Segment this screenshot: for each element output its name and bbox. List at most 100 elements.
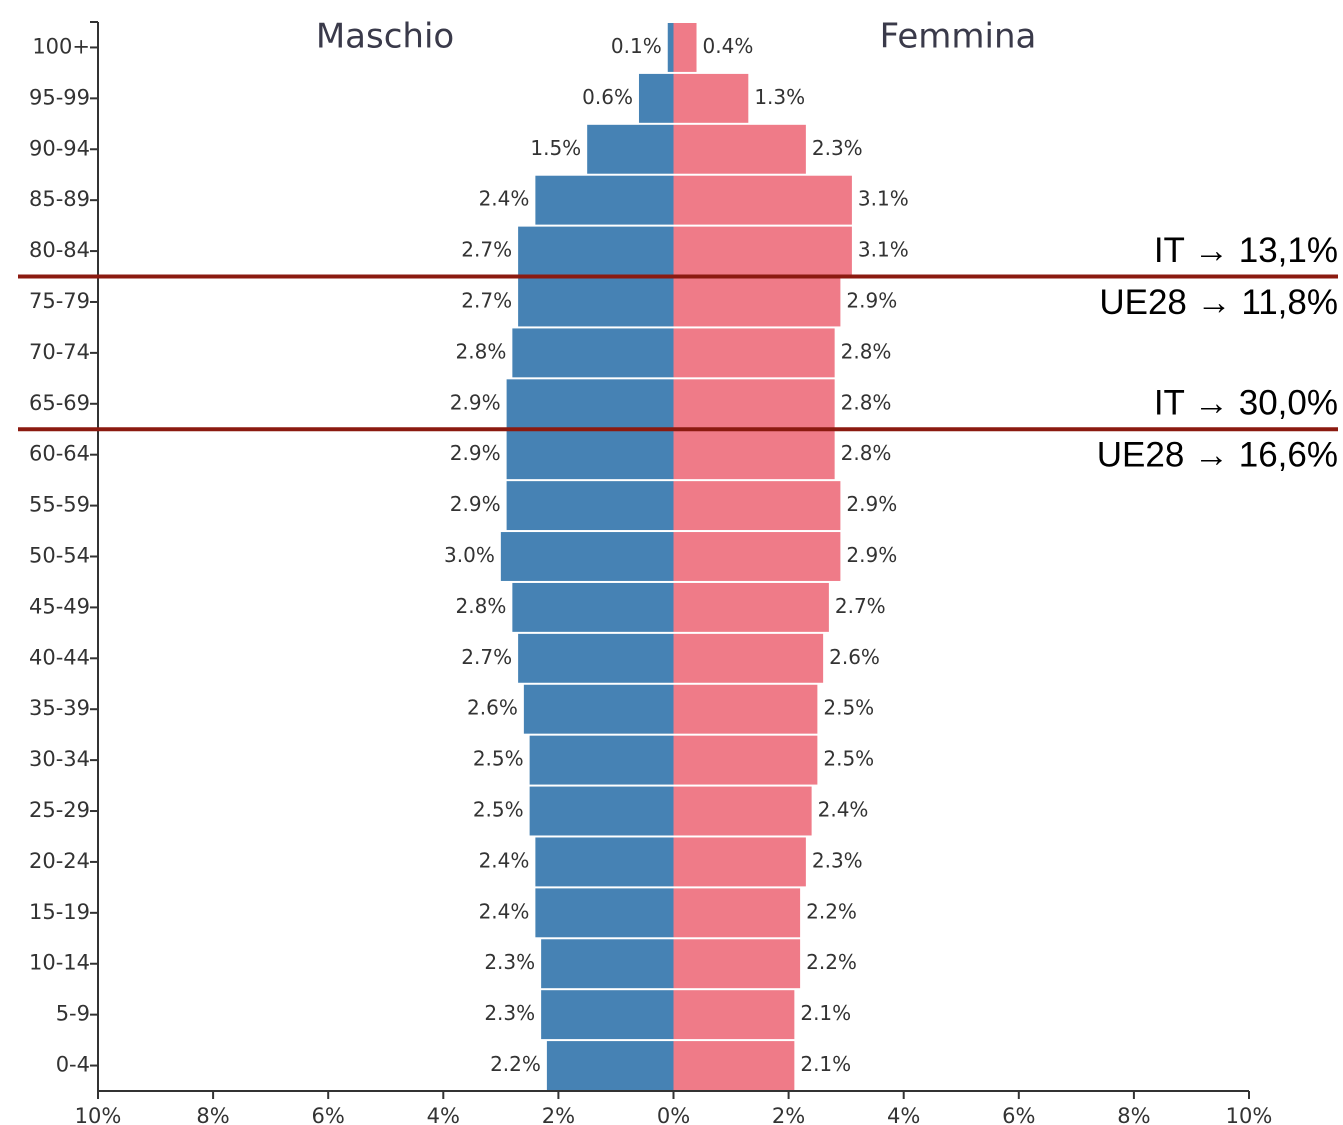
series-title: Femmina <box>880 17 1037 57</box>
bar <box>518 226 674 276</box>
value-label: 1.5% <box>530 136 581 160</box>
bar <box>512 328 674 378</box>
value-label: 2.9% <box>450 492 501 516</box>
value-label: 2.2% <box>806 899 857 923</box>
bar <box>535 175 674 225</box>
bar <box>541 939 674 989</box>
bar <box>673 939 801 989</box>
y-tick-label: 90-94 <box>29 136 90 160</box>
value-label: 2.9% <box>846 543 897 567</box>
annotation: IT → 13,1% <box>1154 231 1338 270</box>
x-tick-label: 4% <box>427 1104 460 1125</box>
bar <box>673 277 841 327</box>
value-label: 3.0% <box>444 543 495 567</box>
bar <box>673 23 697 72</box>
y-tick-label: 30-34 <box>29 747 90 771</box>
bar <box>673 175 852 225</box>
y-tick-label: 25-29 <box>29 798 90 822</box>
value-label: 2.9% <box>450 390 501 414</box>
value-label: 2.8% <box>456 339 507 363</box>
value-label: 2.5% <box>823 747 874 771</box>
annotation: IT → 30,0% <box>1154 383 1338 422</box>
bar <box>587 124 674 174</box>
bar <box>506 481 674 531</box>
y-tick-label: 55-59 <box>29 493 90 517</box>
x-tick-label: 10% <box>75 1104 122 1125</box>
bar <box>500 532 674 581</box>
bar <box>506 379 674 429</box>
bar <box>673 1041 795 1090</box>
x-tick-label: 2% <box>772 1104 805 1125</box>
x-tick-label: 0% <box>657 1104 690 1125</box>
bar <box>673 532 841 581</box>
bar <box>673 990 795 1040</box>
y-tick-label: 85-89 <box>29 187 90 211</box>
y-tick-label: 10-14 <box>29 951 90 975</box>
bar <box>673 226 852 276</box>
value-label: 2.6% <box>467 696 518 720</box>
y-tick-label: 60-64 <box>29 442 90 466</box>
bar <box>673 633 824 683</box>
value-label: 2.9% <box>846 492 897 516</box>
bar <box>673 328 835 378</box>
y-tick-label: 45-49 <box>29 594 90 618</box>
y-tick-label: 20-24 <box>29 849 90 873</box>
value-label: 2.8% <box>841 339 892 363</box>
value-label: 2.7% <box>461 238 512 262</box>
bar <box>673 735 818 785</box>
bar <box>673 430 835 480</box>
bar <box>529 735 674 785</box>
value-label: 2.1% <box>800 1001 851 1025</box>
x-tick-label: 6% <box>1002 1104 1035 1125</box>
value-label: 2.4% <box>479 848 530 872</box>
bar <box>529 786 674 836</box>
y-tick-label: 40-44 <box>29 645 90 669</box>
value-label: 3.1% <box>858 187 909 211</box>
x-tick-label: 6% <box>312 1104 345 1125</box>
value-label: 2.4% <box>479 187 530 211</box>
value-label: 2.2% <box>490 1052 541 1076</box>
bar <box>673 481 841 531</box>
x-tick-label: 2% <box>542 1104 575 1125</box>
y-tick-label: 15-19 <box>29 900 90 924</box>
value-label: 2.7% <box>835 594 886 618</box>
value-label: 2.5% <box>473 747 524 771</box>
value-label: 0.1% <box>611 34 662 58</box>
value-label: 2.9% <box>450 441 501 465</box>
y-tick-label: 5-9 <box>56 1002 90 1026</box>
bar <box>512 582 674 632</box>
value-label: 2.8% <box>841 390 892 414</box>
value-label: 0.6% <box>582 85 633 109</box>
y-tick-label: 80-84 <box>29 238 90 262</box>
value-label: 2.8% <box>841 441 892 465</box>
series-title: Maschio <box>316 17 454 57</box>
bar <box>673 684 818 734</box>
bar <box>523 684 674 734</box>
value-label: 2.9% <box>846 288 897 312</box>
x-tick-label: 4% <box>887 1104 920 1125</box>
annotation: UE28 → 16,6% <box>1097 435 1338 474</box>
value-label: 2.2% <box>806 950 857 974</box>
value-label: 0.4% <box>703 34 754 58</box>
value-label: 3.1% <box>858 238 909 262</box>
x-tick-label: 10% <box>1226 1104 1273 1125</box>
bar <box>541 990 674 1040</box>
bar <box>673 888 801 938</box>
bar <box>673 124 806 174</box>
value-label: 2.7% <box>461 645 512 669</box>
value-label: 2.8% <box>456 594 507 618</box>
value-label: 2.3% <box>812 848 863 872</box>
y-tick-label: 100+ <box>32 34 90 58</box>
x-tick-label: 8% <box>196 1104 229 1125</box>
bar <box>673 73 749 123</box>
bar <box>673 582 829 632</box>
bar <box>673 837 806 887</box>
value-label: 2.3% <box>484 1001 535 1025</box>
value-label: 2.4% <box>479 899 530 923</box>
y-tick-label: 50-54 <box>29 544 90 568</box>
bar <box>506 430 674 480</box>
value-label: 2.3% <box>484 950 535 974</box>
value-label: 2.3% <box>812 136 863 160</box>
bar <box>535 837 674 887</box>
